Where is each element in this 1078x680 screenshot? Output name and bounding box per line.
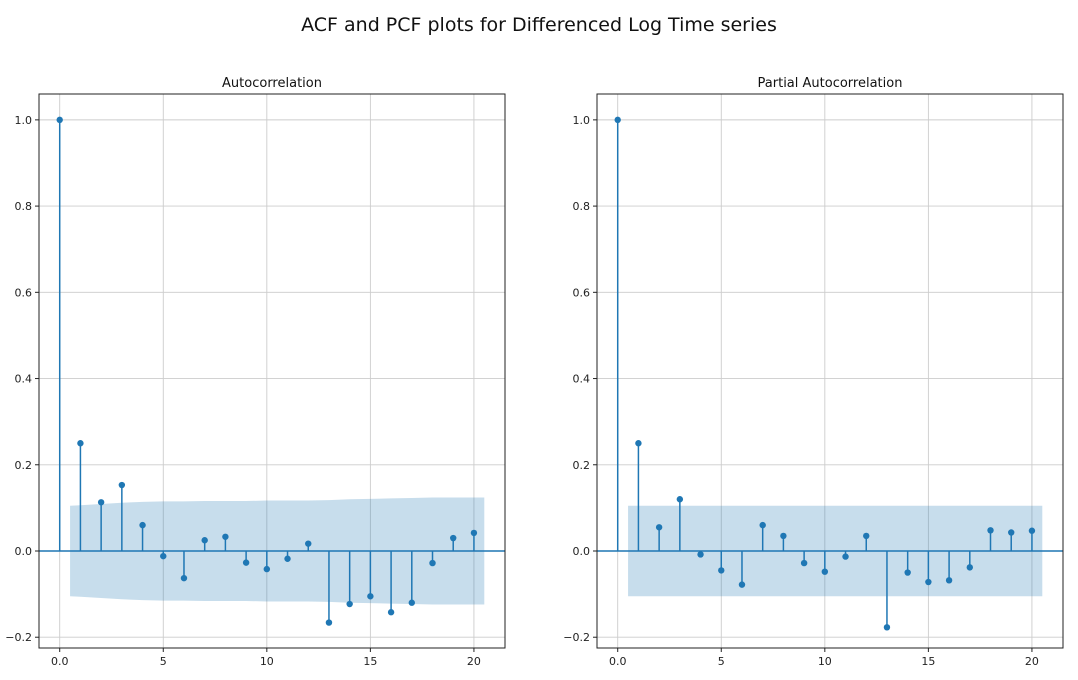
acf-marker-10 <box>263 565 271 573</box>
acf-panel: 0.0 5 10 15 20 −0.2 0.0 0.2 0.4 0.6 0.8 1.0 Autocorr… <box>5 76 506 668</box>
pacf-marker-7 <box>759 521 766 529</box>
pacf-marker-5 <box>718 567 725 574</box>
acf-ytick-label-0: 0.0 <box>15 545 33 558</box>
pacf-marker-15 <box>925 578 932 586</box>
acf-marker-16 <box>387 609 395 616</box>
pacf-ytick-label--0.2: −0.2 <box>563 631 590 644</box>
acf-ytick-label-0.2: 0.2 <box>15 459 33 472</box>
acf-ytick-label-0.8: 0.8 <box>15 200 33 213</box>
pacf-ytick-label-0.6: 0.6 <box>573 286 591 299</box>
pacf-marker-2 <box>655 524 663 531</box>
acf-marker-12 <box>305 540 312 547</box>
pacf-xtick-label-10: 10 <box>818 655 832 668</box>
pacf-marker-16 <box>945 577 953 584</box>
acf-marker-1 <box>77 440 84 447</box>
acf-marker-4 <box>139 521 146 529</box>
acf-ytick-label-1: 1.0 <box>15 114 33 127</box>
acf-marker-17 <box>408 599 415 606</box>
acf-xtick-label-15: 15 <box>363 655 377 668</box>
pacf-marker-0 <box>614 116 621 124</box>
acf-xtick-label-10: 10 <box>260 655 274 668</box>
acf-marker-3 <box>118 481 126 489</box>
acf-marker-18 <box>429 559 436 567</box>
pacf-marker-6 <box>738 581 746 588</box>
acf-xtick-label-20: 20 <box>467 655 481 668</box>
acf-axes-frame <box>38 93 506 649</box>
pacf-marker-1 <box>635 440 642 447</box>
pacf-marker-13 <box>883 624 891 631</box>
acf-ytick-label--0.2: −0.2 <box>5 631 32 644</box>
pacf-marker-9 <box>800 559 808 567</box>
acf-marker-7 <box>201 537 208 544</box>
pacf-marker-19 <box>1008 529 1015 536</box>
acf-title: Autocorrelation <box>222 76 322 91</box>
acf-marker-6 <box>180 574 188 582</box>
pacf-marker-12 <box>863 532 870 540</box>
pacf-marker-14 <box>904 569 911 576</box>
acf-marker-15 <box>367 593 374 600</box>
pacf-xtick-label-15: 15 <box>921 655 935 668</box>
acf-marker-19 <box>450 534 457 542</box>
acf-marker-2 <box>97 499 105 506</box>
figure-title: ACF and PCF plots for Differenced Log Ti… <box>301 14 777 36</box>
acf-marker-9 <box>242 559 250 566</box>
pacf-panel: 0.0 5 10 15 20 −0.2 0.0 0.2 0.4 0.6 0.8 1.0 Partial … <box>563 76 1064 668</box>
pacf-marker-20 <box>1028 527 1036 534</box>
acf-marker-8 <box>222 533 229 540</box>
acf-xtick-label-0: 0.0 <box>51 655 69 668</box>
pacf-axes-frame <box>596 93 1064 649</box>
pacf-marker-4 <box>697 551 704 558</box>
pacf-ytick-label-0: 0.0 <box>573 545 591 558</box>
pacf-ytick-label-1: 1.0 <box>573 114 591 127</box>
pacf-marker-11 <box>842 553 849 560</box>
acf-xtick-label-5: 5 <box>160 655 167 668</box>
pacf-marker-3 <box>676 496 684 503</box>
pacf-marker-17 <box>966 564 973 571</box>
pacf-ytick-label-0.4: 0.4 <box>573 373 591 386</box>
pacf-marker-18 <box>987 527 994 534</box>
acf-marker-20 <box>470 529 478 537</box>
acf-ytick-label-0.6: 0.6 <box>15 286 33 299</box>
pacf-ytick-label-0.2: 0.2 <box>573 459 591 472</box>
acf-marker-13 <box>325 619 333 626</box>
acf-marker-11 <box>284 555 291 562</box>
pacf-marker-10 <box>821 568 829 575</box>
acf-ytick-label-0.4: 0.4 <box>15 373 33 386</box>
pacf-marker-8 <box>780 532 787 540</box>
pacf-xtick-label-5: 5 <box>718 655 725 668</box>
acf-marker-14 <box>346 600 353 608</box>
acf-marker-0 <box>56 116 63 124</box>
acf-marker-5 <box>160 552 167 560</box>
pacf-xtick-label-0: 0.0 <box>609 655 627 668</box>
pacf-ytick-label-0.8: 0.8 <box>573 200 591 213</box>
pacf-title: Partial Autocorrelation <box>758 76 903 91</box>
pacf-xtick-label-20: 20 <box>1025 655 1039 668</box>
